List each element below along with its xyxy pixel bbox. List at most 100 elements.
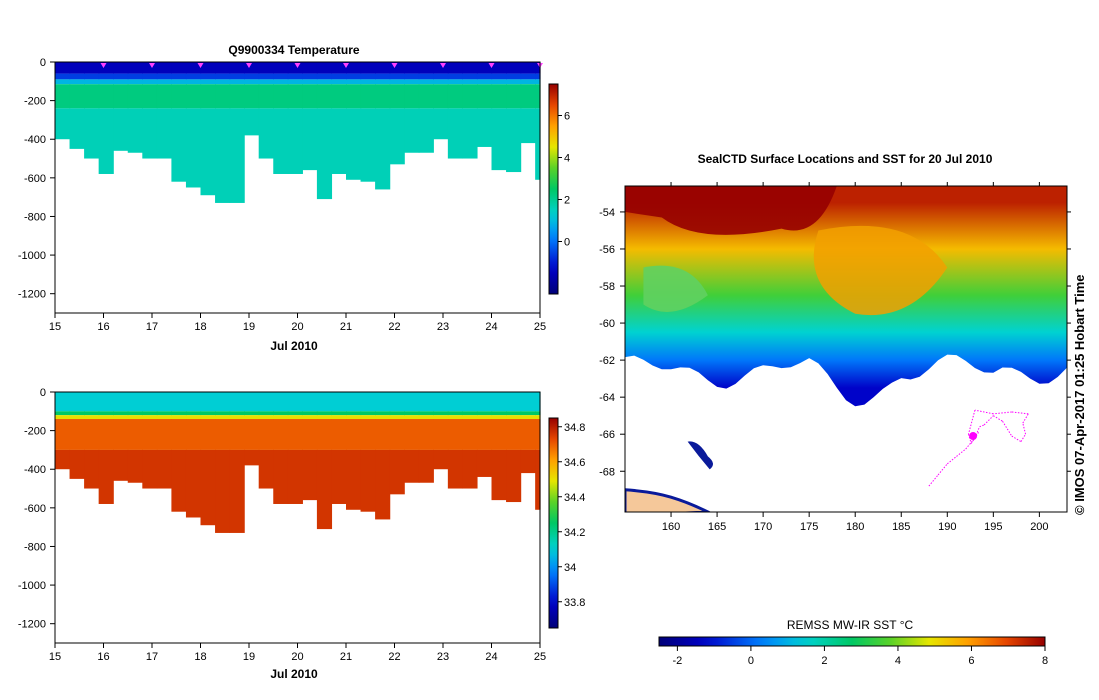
profile-cell (98, 108, 114, 174)
profile-cell (491, 411, 507, 416)
profile-cell (302, 108, 318, 171)
profile-cell (462, 419, 478, 450)
profile-cell (462, 449, 478, 489)
profile-cell (346, 62, 362, 74)
x-tick-label: 20 (291, 321, 303, 333)
track-segment (1022, 422, 1027, 435)
track-segment (956, 448, 967, 457)
x-tick-label: 24 (485, 651, 497, 663)
profile-cell (360, 392, 376, 412)
profile-cell (113, 62, 129, 74)
profile-cell (69, 411, 85, 416)
profile-cell (433, 84, 449, 109)
y-tick-label: -600 (24, 173, 46, 185)
profile-location-marker (100, 63, 107, 68)
profile-cell (302, 415, 318, 420)
map-area (625, 186, 1067, 512)
profile-cell (476, 108, 493, 147)
profile-cell (273, 411, 289, 416)
profile-cell (360, 108, 376, 182)
profile-cell (491, 392, 507, 412)
profile-cell (433, 392, 449, 412)
profile-cell (346, 449, 362, 510)
map-y-tick-label: -66 (599, 429, 615, 441)
profile-cell (331, 411, 347, 416)
profile-cell (346, 415, 362, 420)
colorbar-gradient (548, 83, 559, 295)
profile-cell (244, 449, 260, 466)
sst-colorbar-tick-label: 0 (748, 655, 754, 667)
profile-cell (462, 84, 478, 109)
profile-cell (258, 84, 274, 109)
profile-cell (113, 392, 129, 412)
profile-cell (156, 62, 172, 74)
profile-cell (113, 73, 129, 80)
profile-cell (171, 108, 187, 182)
profile-cell (185, 62, 202, 74)
profile-cell (360, 415, 376, 420)
profile-cell (316, 392, 333, 412)
profile-cell (69, 62, 85, 74)
profile-cell (506, 411, 522, 416)
profile-cell (433, 108, 449, 140)
profile-cell (84, 84, 100, 109)
profile-cell (418, 419, 434, 450)
track-cluster (969, 432, 978, 441)
profile-cell (185, 84, 202, 109)
profile-cell (375, 411, 391, 416)
map-y-tick-label: -68 (599, 466, 615, 478)
sst-colorbar-ticks: -2 0 2 4 6 8 (672, 646, 1048, 667)
profile-cell (171, 392, 187, 412)
map-x-tick-label: 190 (938, 521, 956, 533)
profile-cell (535, 73, 541, 80)
map-y-tick-label: -56 (599, 244, 615, 256)
profile-cell (244, 73, 260, 80)
y-tick-label: -800 (24, 211, 46, 223)
profile-cell (404, 411, 420, 416)
profile-cell (142, 415, 158, 420)
profile-cell (142, 62, 158, 74)
map-x-tick-label: 200 (1030, 521, 1048, 533)
profile-cell (491, 449, 507, 501)
salinity-section-chart: 15 16 17 18 19 20 21 22 23 24 25 0 -200 -400 -600 -800 -… (18, 387, 586, 681)
profile-cell (316, 415, 333, 420)
sst-colorbar-tick-label: 2 (821, 655, 827, 667)
profile-cell (447, 79, 463, 85)
profile-cell (156, 108, 172, 159)
x-tick-label: 18 (194, 651, 206, 663)
x-tick-label: 15 (49, 321, 61, 333)
profile-cell (273, 108, 289, 174)
antarctica-land (625, 488, 712, 512)
profile-cell (389, 449, 405, 495)
profile-cell (244, 411, 260, 416)
profile-cell (346, 392, 362, 412)
profile-cell (506, 79, 522, 85)
x-tick-label: 24 (485, 321, 497, 333)
profile-location-marker (440, 63, 446, 68)
profile-cell (215, 392, 231, 412)
profile-cell (287, 415, 303, 420)
x-tick-label: 25 (534, 651, 546, 663)
profile-cell (113, 79, 129, 85)
profile-cell (127, 392, 143, 412)
profile-cell (258, 79, 274, 85)
salinity-x-label: Jul 2010 (270, 667, 318, 681)
profile-cell (287, 62, 303, 74)
profile-cell (404, 79, 420, 85)
track-segment (937, 463, 948, 476)
x-tick-label: 22 (388, 651, 400, 663)
profile-cell (142, 108, 158, 159)
profile-cell (331, 73, 347, 80)
track-segment (983, 415, 994, 426)
x-tick-label: 23 (437, 321, 449, 333)
profile-cell (535, 108, 541, 180)
profile-cell (316, 84, 333, 109)
profile-cell (535, 392, 541, 412)
colorbar-tick-label: 34.8 (564, 422, 585, 434)
sst-colorbar-label: REMSS MW-IR SST °C (787, 618, 914, 632)
profile-cell (113, 84, 129, 109)
profile-cell (331, 62, 347, 74)
profile-location-marker (149, 63, 155, 68)
profile-cell (84, 392, 100, 412)
profile-cell (127, 415, 143, 420)
